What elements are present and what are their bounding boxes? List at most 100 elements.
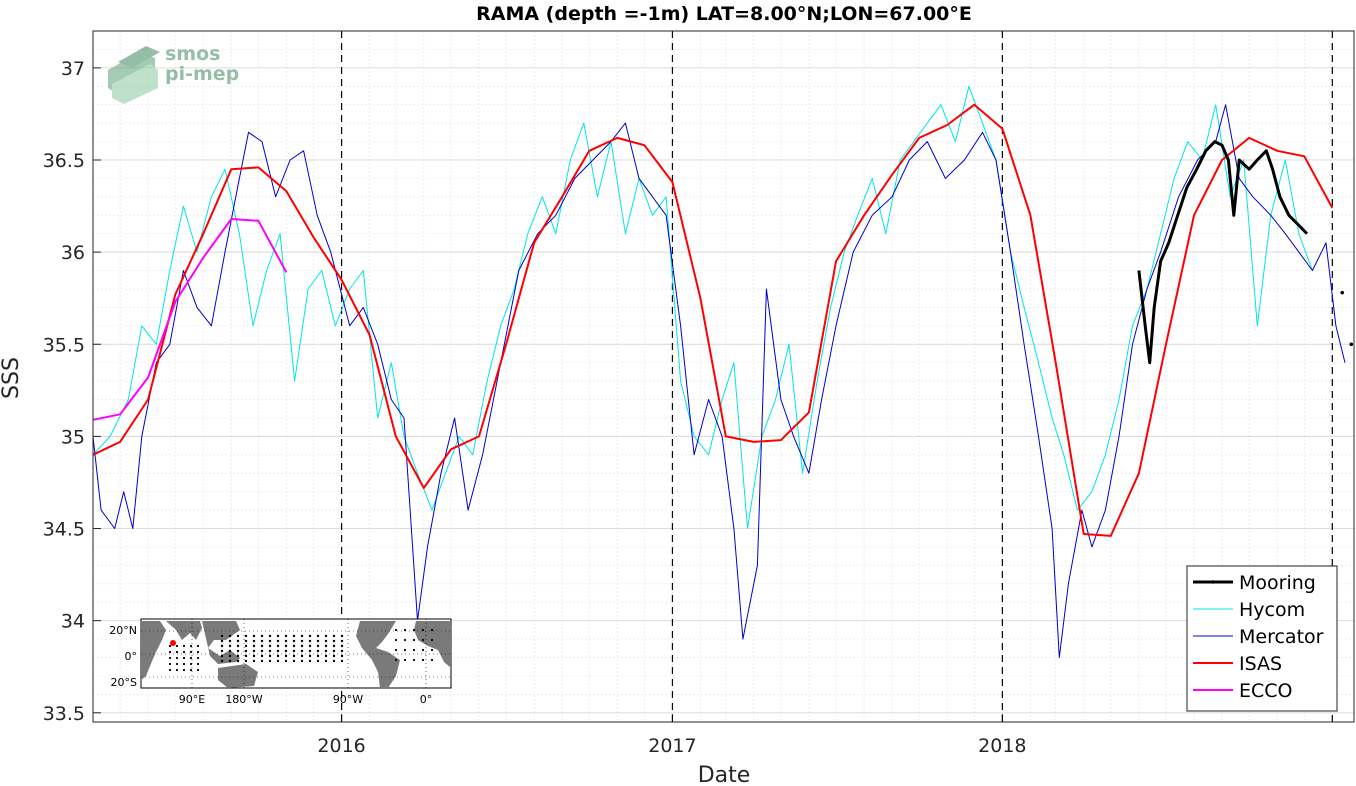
inset-dot (268, 654, 272, 658)
inset-dot (403, 648, 407, 652)
inset-dot (332, 639, 336, 643)
inset-lon-label-1: 180°W (225, 693, 262, 706)
inset-land-australia (218, 664, 258, 688)
series-line-isas (92, 103, 1334, 537)
inset-dot (340, 634, 344, 638)
y-tick-label: 34.5 (43, 519, 85, 541)
inset-dot (220, 659, 224, 663)
isolated-points (1340, 290, 1354, 347)
isolated-point (1349, 342, 1354, 347)
inset-dot (430, 628, 434, 632)
inset-dot (308, 654, 312, 658)
inset-dot (340, 644, 344, 648)
inset-dot (403, 638, 407, 642)
legend-label-hycom: Hycom (1239, 599, 1305, 621)
inset-dot (276, 639, 280, 643)
chart-title: RAMA (depth =-1m) LAT=8.00°N;LON=67.00°E (476, 3, 972, 25)
inset-dot (292, 649, 296, 653)
x-tick-label: 2018 (978, 735, 1026, 757)
inset-dot (196, 656, 200, 660)
inset-dot (284, 659, 288, 663)
legend: Mooring Hycom Mercator ISAS ECCO (1186, 565, 1338, 712)
inset-dot (284, 644, 288, 648)
plot-area (93, 31, 1354, 722)
inset-dot (175, 662, 179, 666)
inset-map: 20°N 0° 20°S 90°E 180°W 90°W 0° (109, 618, 452, 706)
inset-dot (244, 644, 248, 648)
inset-lat-label-1: 0° (125, 650, 138, 663)
inset-dot (300, 649, 304, 653)
inset-dot (394, 638, 398, 642)
inset-dot (236, 639, 240, 643)
inset-dot (252, 654, 256, 658)
logo-text-line1: smos (165, 43, 220, 65)
inset-dot (244, 654, 248, 658)
inset-dot (316, 644, 320, 648)
y-axis-label: SSS (0, 357, 24, 399)
inset-dot (308, 639, 312, 643)
x-tick-labels: 2016 2017 2018 (317, 735, 1026, 757)
inset-dot (228, 649, 232, 653)
inset-dot (421, 628, 425, 632)
legend-label-isas: ISAS (1239, 653, 1282, 675)
logo-text-line2: pi-mep (165, 63, 239, 85)
inset-dot (175, 644, 179, 648)
inset-dot (236, 659, 240, 663)
inset-dot (168, 656, 172, 660)
inset-dot (284, 634, 288, 638)
series-line-mooring (1137, 140, 1309, 365)
inset-dot (182, 650, 186, 654)
inset-dot (182, 662, 186, 666)
inset-land-india (166, 621, 202, 640)
inset-dot (189, 668, 193, 672)
inset-dot (228, 654, 232, 658)
inset-dot (292, 659, 296, 663)
inset-dot (220, 644, 224, 648)
inset-dot (168, 644, 172, 648)
inset-dot (300, 654, 304, 658)
inset-land-west-africa (414, 621, 451, 668)
inset-dot (324, 639, 328, 643)
inset-dot (182, 656, 186, 660)
inset-dot (260, 659, 264, 663)
inset-dot (260, 649, 264, 653)
inset-dot (300, 634, 304, 638)
inset-dot (300, 659, 304, 663)
inset-lat-label-0: 20°N (109, 624, 137, 637)
y-tick-label: 35 (61, 426, 85, 448)
inset-dot (403, 658, 407, 662)
inset-dot (244, 639, 248, 643)
inset-dot (182, 644, 186, 648)
legend-label-mooring: Mooring (1239, 572, 1316, 594)
inset-dot (244, 634, 248, 638)
inset-dot (220, 639, 224, 643)
series-line-mercator (92, 104, 1346, 658)
y-tick-label: 35.5 (43, 334, 85, 356)
inset-dot (412, 638, 416, 642)
inset-dot (244, 659, 248, 663)
inset-dot (276, 634, 280, 638)
inset-dot (292, 634, 296, 638)
inset-dot (276, 649, 280, 653)
inset-dot (220, 649, 224, 653)
legend-label-mercator: Mercator (1239, 626, 1324, 648)
inset-land-americas (356, 621, 400, 688)
inset-dot (284, 639, 288, 643)
inset-dot (316, 654, 320, 658)
y-tick-labels: 33.5 34 34.5 35 35.5 36 36.5 37 (43, 58, 85, 725)
inset-dot (175, 656, 179, 660)
inset-dot (324, 644, 328, 648)
inset-dot (316, 659, 320, 663)
inset-dot (189, 656, 193, 660)
inset-dot (332, 659, 336, 663)
inset-dot (252, 649, 256, 653)
inset-dot (228, 644, 232, 648)
inset-dot (228, 639, 232, 643)
inset-lon-label-2: 90°W (333, 693, 363, 706)
inset-dot (430, 658, 434, 662)
inset-dot (182, 668, 186, 672)
inset-dot (189, 650, 193, 654)
inset-dot (276, 659, 280, 663)
inset-dot (332, 654, 336, 658)
